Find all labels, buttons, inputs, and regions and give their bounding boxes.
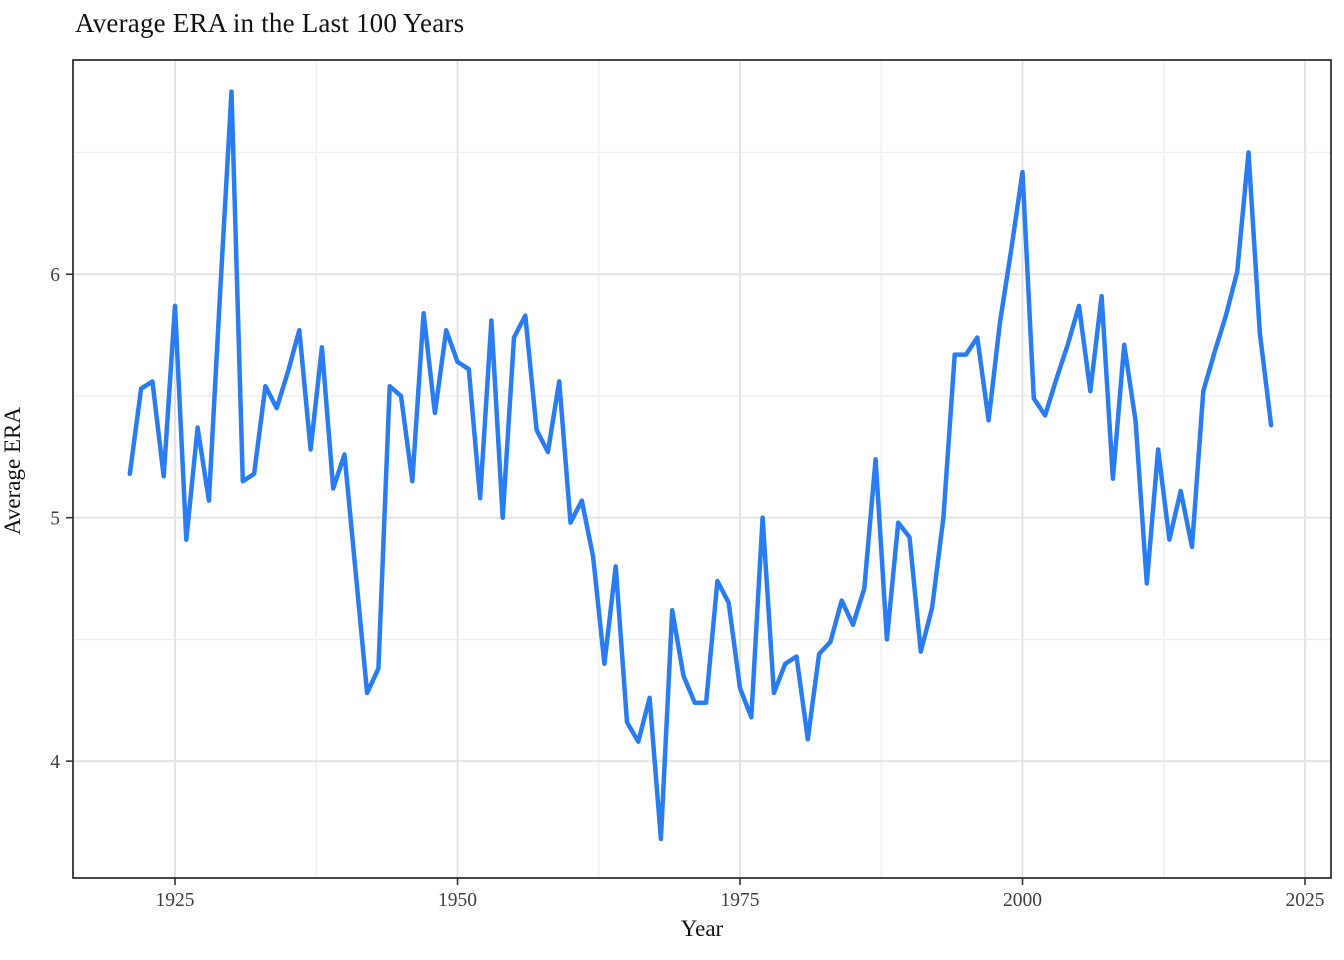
chart-title: Average ERA in the Last 100 Years	[75, 8, 465, 38]
y-tick-label: 6	[50, 265, 60, 286]
x-tick-label: 1950	[438, 890, 477, 911]
panel-background	[73, 60, 1331, 878]
x-tick-label: 2000	[1003, 890, 1042, 911]
panel-border	[72, 59, 1332, 879]
y-tick-label: 4	[50, 752, 60, 773]
x-tick-label: 1925	[156, 890, 195, 911]
era-line-series	[127, 89, 1274, 842]
x-tick-label: 2025	[1286, 890, 1325, 911]
x-axis-title: Year	[680, 916, 724, 941]
y-tick-label: 5	[50, 509, 60, 530]
x-tick-label: 1975	[721, 890, 760, 911]
y-axis-title: Average ERA	[0, 407, 25, 535]
